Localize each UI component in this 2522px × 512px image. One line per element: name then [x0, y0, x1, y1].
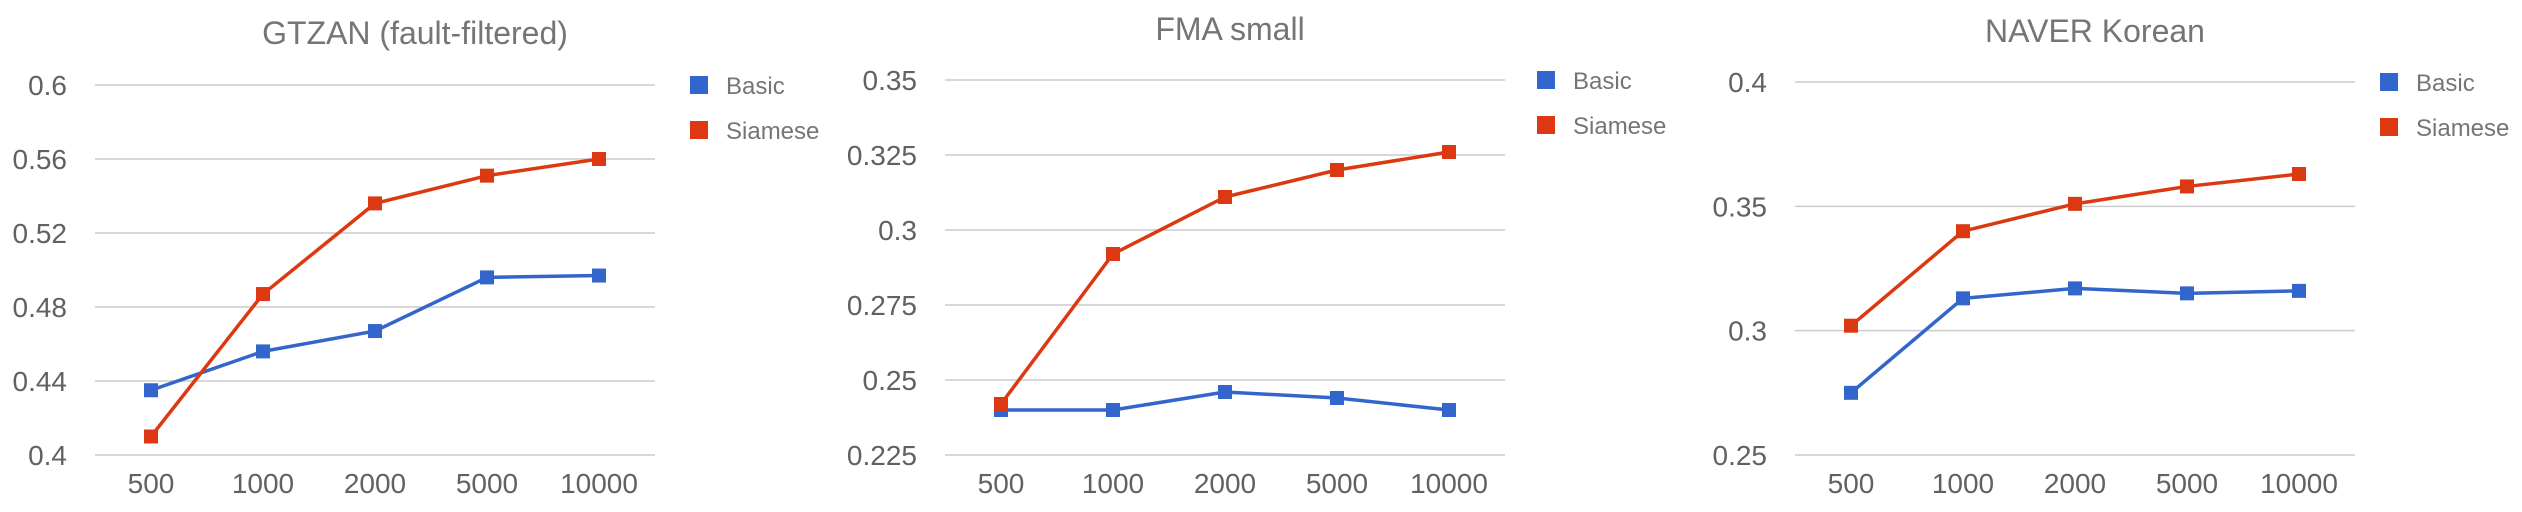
x-tick-label: 5000: [1306, 468, 1368, 499]
data-point-basic: [1844, 385, 1858, 400]
y-tick-label: 0.25: [863, 365, 918, 396]
x-tick-label: 10000: [560, 468, 638, 499]
x-tick-label: 10000: [2260, 468, 2338, 499]
x-tick-label: 500: [978, 468, 1025, 499]
data-point-siamese: [1442, 145, 1456, 159]
x-tick-label: 5000: [456, 468, 518, 499]
data-point-siamese: [2068, 196, 2082, 211]
y-tick-label: 0.35: [863, 65, 918, 96]
data-point-siamese: [1956, 224, 1970, 239]
data-point-siamese: [144, 429, 158, 444]
data-point-basic: [2068, 281, 2082, 296]
data-point-basic: [2180, 286, 2194, 301]
series-line-siamese: [1849, 172, 2300, 328]
data-point-basic: [1218, 385, 1232, 399]
series-line-basic: [1849, 286, 2300, 395]
y-tick-label: 0.25: [1713, 440, 1768, 471]
y-tick-label: 0.4: [1728, 67, 1767, 98]
x-tick-label: 1000: [1932, 468, 1994, 499]
legend-swatch-basic: [2380, 73, 2398, 91]
data-point-siamese: [1106, 247, 1120, 261]
legend-label-siamese: Siamese: [1573, 113, 1666, 140]
chart-naver-korean-svg: NAVER Korean 0.25 0.3 0.35 0.4 500 1000 2000 500…: [1713, 13, 2510, 499]
chart-title: GTZAN (fault-filtered): [262, 15, 568, 51]
chart-fma-small-svg: FMA small 0.225 0.25 0.275 0.3 0.325 0.35 500 10…: [847, 11, 1666, 499]
series-line-siamese: [999, 150, 1450, 406]
data-point-siamese: [2180, 179, 2194, 194]
y-tick-label: 0.3: [1728, 316, 1767, 347]
x-tick-label: 1000: [1082, 468, 1144, 499]
data-point-basic: [1106, 403, 1120, 417]
data-point-basic: [2292, 283, 2306, 298]
data-point-siamese: [480, 168, 494, 183]
data-point-siamese: [2292, 167, 2306, 182]
legend-label-basic: Basic: [2416, 70, 2475, 97]
data-point-siamese: [256, 287, 270, 302]
y-tick-label: 0.48: [13, 292, 68, 323]
data-point-siamese: [994, 397, 1008, 411]
legend-label-basic: Basic: [726, 73, 785, 100]
data-point-basic: [1442, 403, 1456, 417]
legend-swatch-basic: [1537, 71, 1555, 89]
data-point-basic: [480, 270, 494, 285]
x-tick-label: 500: [128, 468, 175, 499]
data-point-basic: [368, 324, 382, 339]
x-tick-label: 2000: [2044, 468, 2106, 499]
y-tick-label: 0.6: [28, 70, 67, 101]
data-point-basic: [256, 344, 270, 359]
y-tick-label: 0.225: [847, 440, 917, 471]
chart-title: FMA small: [1155, 11, 1304, 47]
chart-panel-gtzan: GTZAN (fault-filtered) 0.4 0.44 0.48 0.52 0.5…: [0, 0, 840, 512]
data-point-siamese: [592, 152, 606, 166]
y-tick-label: 0.3: [878, 215, 917, 246]
y-tick-label: 0.275: [847, 290, 917, 321]
y-tick-label: 0.4: [28, 440, 67, 471]
x-tick-label: 5000: [2156, 468, 2218, 499]
y-tick-label: 0.52: [13, 218, 68, 249]
x-tick-label: 500: [1828, 468, 1875, 499]
legend-label-siamese: Siamese: [726, 118, 819, 145]
y-tick-label: 0.56: [13, 144, 68, 175]
data-point-basic: [144, 383, 158, 398]
data-point-siamese: [368, 196, 382, 211]
y-tick-label: 0.44: [13, 366, 68, 397]
chart-panel-naver-korean: NAVER Korean 0.25 0.3 0.35 0.4 500 1000 2000 500…: [1690, 0, 2522, 512]
data-point-siamese: [1218, 190, 1232, 204]
legend-swatch-siamese: [690, 121, 708, 139]
legend-label-siamese: Siamese: [2416, 115, 2509, 142]
x-tick-label: 10000: [1410, 468, 1488, 499]
data-point-siamese: [1844, 318, 1858, 333]
chart-gtzan-svg: GTZAN (fault-filtered) 0.4 0.44 0.48 0.52 0.5…: [13, 15, 820, 499]
x-tick-label: 2000: [344, 468, 406, 499]
data-point-basic: [1956, 291, 1970, 306]
data-point-basic: [592, 268, 606, 283]
x-tick-label: 1000: [232, 468, 294, 499]
data-point-basic: [1330, 391, 1344, 405]
legend-swatch-siamese: [2380, 118, 2398, 136]
chart-title: NAVER Korean: [1985, 13, 2205, 49]
legend-label-basic: Basic: [1573, 68, 1632, 95]
legend-swatch-siamese: [1537, 116, 1555, 134]
x-tick-label: 2000: [1194, 468, 1256, 499]
y-tick-label: 0.35: [1713, 191, 1768, 222]
data-point-siamese: [1330, 163, 1344, 177]
y-tick-label: 0.325: [847, 140, 917, 171]
chart-panel-fma-small: FMA small 0.225 0.25 0.275 0.3 0.325 0.35 500 10…: [840, 0, 1690, 512]
legend-swatch-basic: [690, 76, 708, 94]
